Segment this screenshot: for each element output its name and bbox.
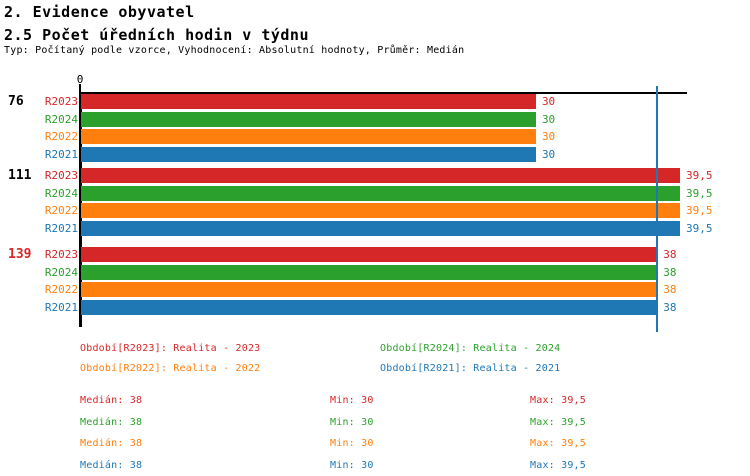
legend-item: Období[R2024]: Realita - 2024: [380, 343, 561, 354]
stat-max: Max: 39,5: [530, 438, 586, 449]
stat-max: Max: 39,5: [530, 395, 586, 406]
stat-median: Medián: 38: [80, 438, 143, 449]
legend-item: Období[R2023]: Realita - 2023: [80, 343, 261, 354]
bar: [81, 264, 658, 280]
group-label: 111: [8, 168, 32, 183]
median-line: [656, 86, 659, 332]
bar: [81, 247, 658, 262]
x-axis-line: [80, 92, 687, 94]
bar-value-label: 38: [663, 301, 677, 315]
bar-row-label: R2021: [44, 148, 78, 162]
bar: [81, 300, 658, 316]
chart-title: 2.5 Počet úředních hodin v týdnu: [4, 26, 309, 44]
legend-item: Období[R2022]: Realita - 2022: [80, 363, 261, 374]
bar-value-label: 39,5: [686, 222, 713, 236]
bar: [81, 185, 681, 201]
bar-row-label: R2024: [44, 186, 78, 200]
bar-value-label: 38: [663, 283, 677, 297]
group-label: 76: [8, 94, 24, 109]
bar-row-label: R2021: [44, 301, 78, 315]
bar-row-label: R2024: [44, 112, 78, 126]
bar-value-label: 30: [541, 95, 556, 108]
bar-value-label: 39,5: [686, 186, 713, 200]
x-axis-zero-label: 0: [76, 73, 84, 86]
y-axis-line: [79, 92, 82, 327]
stat-max: Max: 39,5: [530, 416, 586, 428]
stat-median: Medián: 38: [80, 395, 143, 406]
stat-min: Min: 30: [330, 438, 374, 449]
bar-value-label: 30: [541, 112, 556, 126]
bar-value-label: 39,5: [686, 204, 713, 218]
stat-median: Medián: 38: [80, 459, 143, 471]
stat-min: Min: 30: [330, 416, 374, 428]
x-axis-tick: [79, 84, 81, 93]
bar-value-label: 39,5: [686, 169, 713, 182]
bar: [81, 111, 536, 127]
page-title: 2. Evidence obyvatel: [4, 3, 195, 21]
bar-row-label: R2024: [44, 265, 78, 279]
bar: [81, 168, 681, 183]
bar-row-label: R2023: [44, 95, 78, 108]
bar-value-label: 38: [663, 265, 677, 279]
group-label: 139: [8, 247, 32, 262]
bar-row-label: R2022: [44, 204, 78, 218]
bar-row-label: R2022: [44, 283, 78, 297]
bar-value-label: 30: [541, 148, 556, 162]
bar: [81, 129, 536, 145]
bar-row-label: R2022: [44, 130, 78, 144]
stat-max: Max: 39,5: [530, 459, 586, 471]
bar-row-label: R2023: [44, 248, 78, 261]
stat-median: Medián: 38: [80, 416, 143, 428]
stat-min: Min: 30: [330, 395, 374, 406]
bar-row-label: R2023: [44, 169, 78, 182]
bar: [81, 94, 536, 109]
bar: [81, 147, 536, 163]
legend-item: Období[R2021]: Realita - 2021: [380, 363, 561, 374]
bar-row-label: R2021: [44, 222, 78, 236]
stat-min: Min: 30: [330, 459, 374, 471]
bar-value-label: 30: [541, 130, 556, 144]
chart-meta-line: Typ: Počítaný podle vzorce, Vyhodnocení:…: [4, 45, 465, 56]
bar: [81, 203, 681, 219]
bar: [81, 221, 681, 237]
bar: [81, 282, 658, 298]
bar-value-label: 38: [663, 248, 677, 261]
